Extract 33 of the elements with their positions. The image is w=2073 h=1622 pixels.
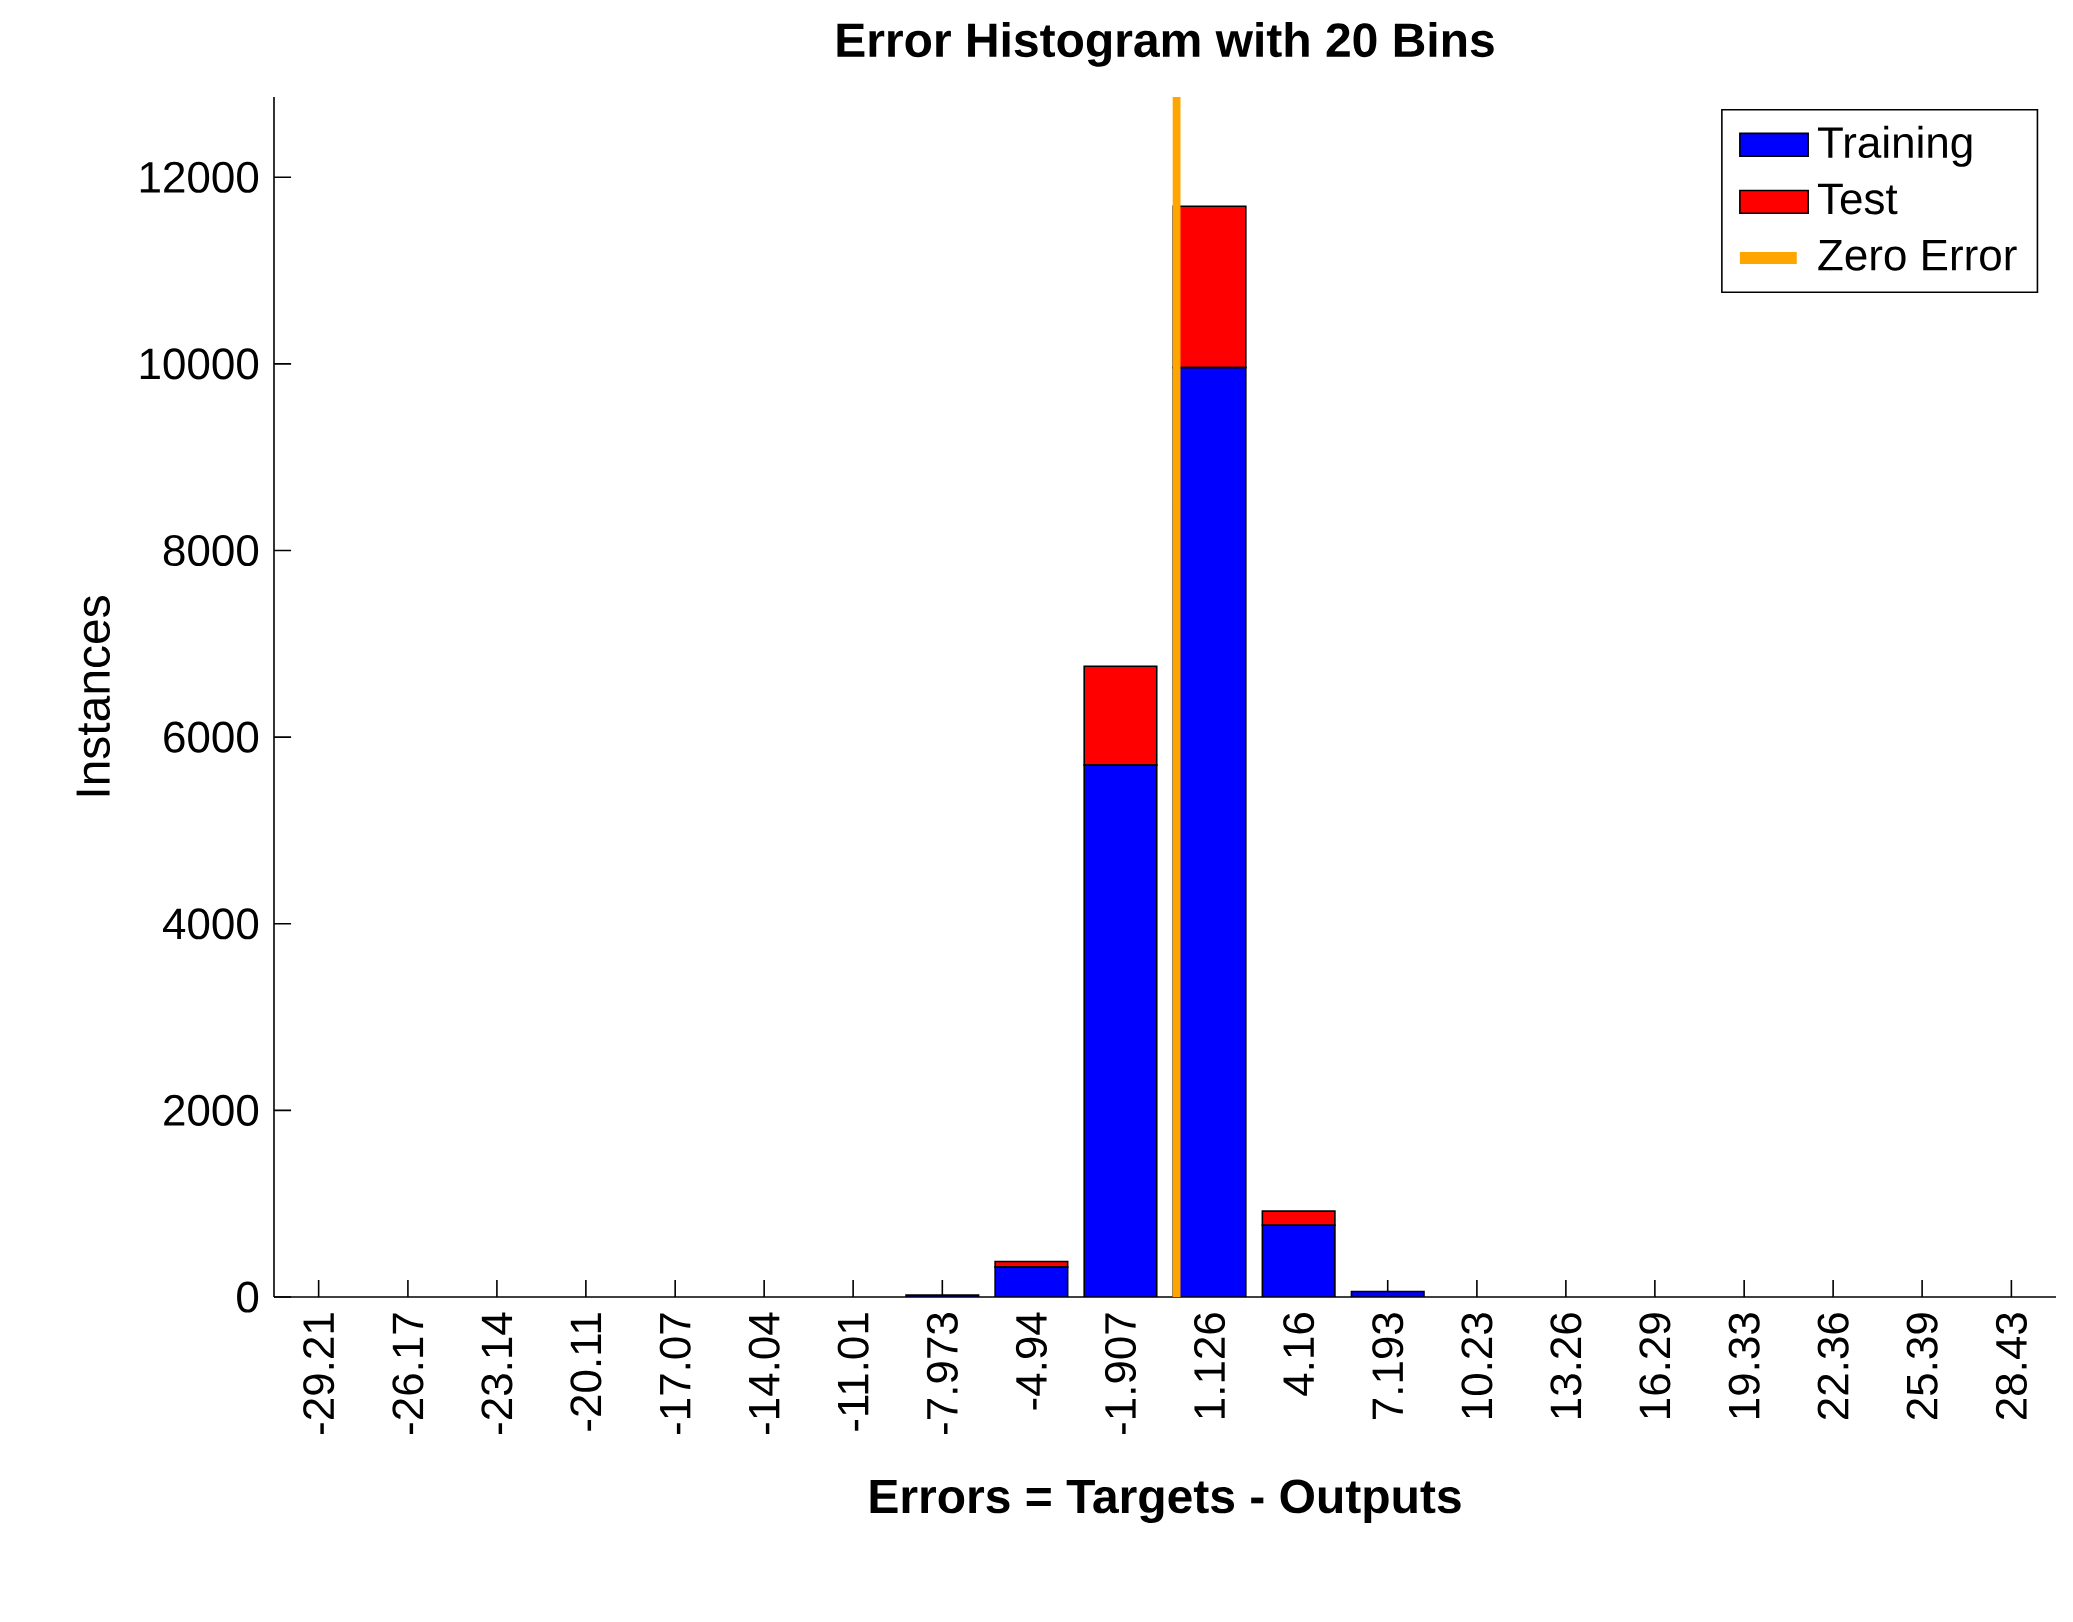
x-tick-label: 16.29	[1639, 1313, 1671, 1418]
legend-label: Training	[1817, 125, 1972, 167]
y-tick-label: 4000	[162, 908, 259, 940]
x-tick-label: 10.23	[1461, 1313, 1493, 1418]
x-tick-label: -23.14	[481, 1312, 513, 1434]
y-tick-label: 12000	[140, 161, 259, 193]
x-tick-label: 19.33	[1728, 1313, 1760, 1418]
x-tick-label: -17.07	[659, 1313, 691, 1434]
x-tick-label: -4.94	[1015, 1312, 1047, 1410]
x-tick-label: 7.193	[1372, 1313, 1404, 1419]
x-tick-label: -7.973	[926, 1313, 958, 1434]
x-tick-label: 13.26	[1550, 1313, 1582, 1418]
x-tick-label: -14.04	[748, 1312, 780, 1434]
x-tick-label: 28.43	[1995, 1313, 2027, 1420]
x-axis-title: Errors = Targets - Outputs	[870, 1479, 1461, 1524]
x-tick-label: -29.21	[303, 1313, 335, 1434]
x-tick-label: 4.16	[1283, 1313, 1315, 1396]
y-tick-label: 10000	[140, 348, 259, 380]
chart-title: Error Histogram with 20 Bins	[837, 21, 1494, 67]
legend-label: Test	[1817, 183, 1898, 215]
x-tick-label: -26.17	[392, 1313, 424, 1434]
y-axis-title: Instances	[76, 596, 111, 796]
legend-label: Zero Error	[1818, 239, 2017, 271]
y-tick-label: 8000	[163, 534, 259, 567]
y-tick-label: 2000	[164, 1094, 259, 1126]
x-tick-label: -20.11	[570, 1313, 602, 1431]
x-tick-label: -1.907	[1104, 1313, 1137, 1434]
x-tick-label: 1.126	[1194, 1313, 1226, 1418]
y-tick-label: 6000	[164, 721, 259, 753]
x-tick-label: 25.39	[1906, 1313, 1938, 1420]
y-tick-label: 0	[237, 1281, 259, 1313]
x-tick-label: 22.36	[1817, 1313, 1849, 1420]
x-tick-label: -11.01	[837, 1313, 869, 1431]
